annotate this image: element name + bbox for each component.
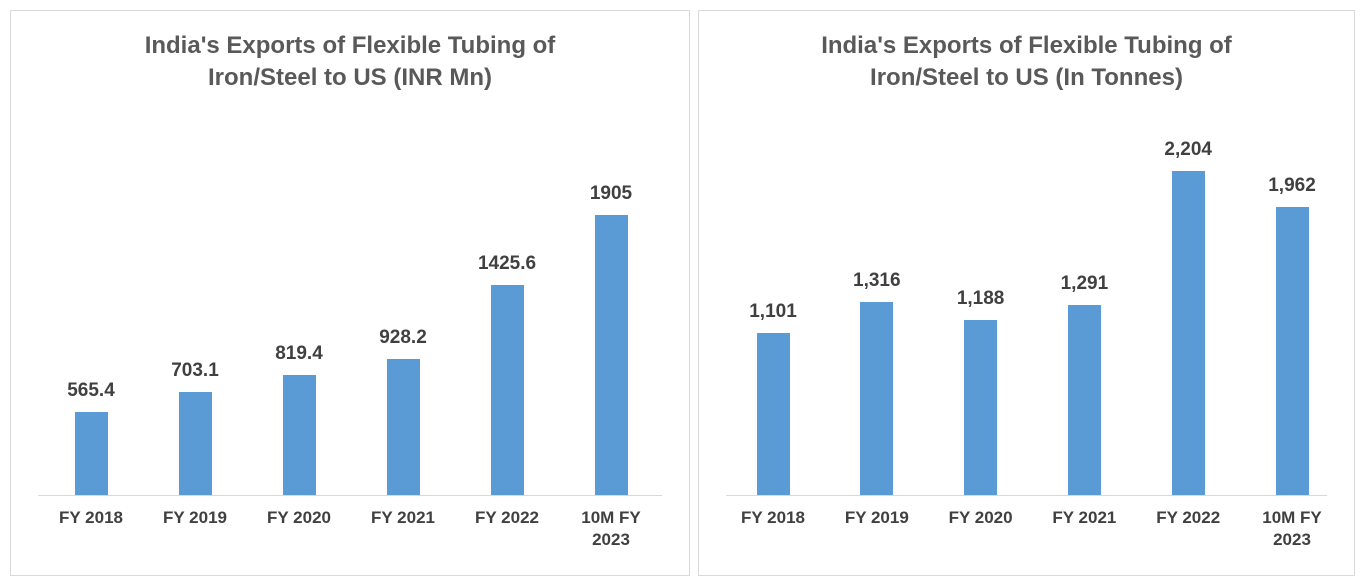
- x-tick-label: FY 2018: [741, 508, 805, 527]
- data-label: 1,962: [1268, 174, 1316, 196]
- data-label: 928.2: [379, 326, 427, 348]
- data-label: 703.1: [171, 359, 219, 381]
- data-label: 1,101: [749, 301, 797, 323]
- x-tick-label: 10M FY 2023: [581, 508, 641, 549]
- bar: [964, 320, 998, 495]
- bar: [386, 358, 420, 495]
- x-tick-label: FY 2022: [1156, 508, 1221, 527]
- bar: [178, 391, 212, 495]
- bar: [1067, 305, 1101, 495]
- baseline: [726, 495, 1327, 496]
- bar: [1275, 206, 1309, 495]
- x-tick-label: FY 2020: [267, 508, 331, 527]
- x-tick-label: FY 2021: [371, 508, 435, 527]
- data-label: 1,316: [853, 269, 901, 291]
- bar: [594, 214, 628, 495]
- x-tick-label: FY 2019: [163, 508, 227, 527]
- bar: [74, 411, 108, 495]
- chart-title: India's Exports of Flexible Tubing of Ir…: [821, 32, 1232, 91]
- bar: [490, 285, 524, 495]
- bar: [282, 374, 316, 495]
- bar: [860, 301, 894, 495]
- x-tick-label: FY 2019: [844, 508, 909, 527]
- x-tick-label: 10M FY 2023: [1262, 508, 1322, 549]
- chart-title: India's Exports of Flexible Tubing of Ir…: [144, 32, 556, 91]
- x-tick-label: FY 2021: [1052, 508, 1117, 527]
- data-label: 1,188: [956, 288, 1005, 310]
- x-tick-label: FY 2020: [948, 508, 1013, 527]
- data-label: 1,291: [1060, 273, 1109, 295]
- baseline: [38, 495, 662, 496]
- x-tick-label: FY 2022: [475, 508, 539, 527]
- chart-panel: [10, 10, 690, 576]
- data-label: 1905: [589, 182, 633, 204]
- bar: [1171, 171, 1205, 495]
- data-label: 565.4: [67, 379, 115, 401]
- data-label: 2,204: [1164, 139, 1212, 160]
- x-tick-label: FY 2018: [59, 508, 123, 527]
- data-label: 819.4: [275, 342, 323, 364]
- chart-panel: [698, 10, 1355, 576]
- data-label: 1425.6: [477, 253, 537, 275]
- bar: [756, 333, 790, 495]
